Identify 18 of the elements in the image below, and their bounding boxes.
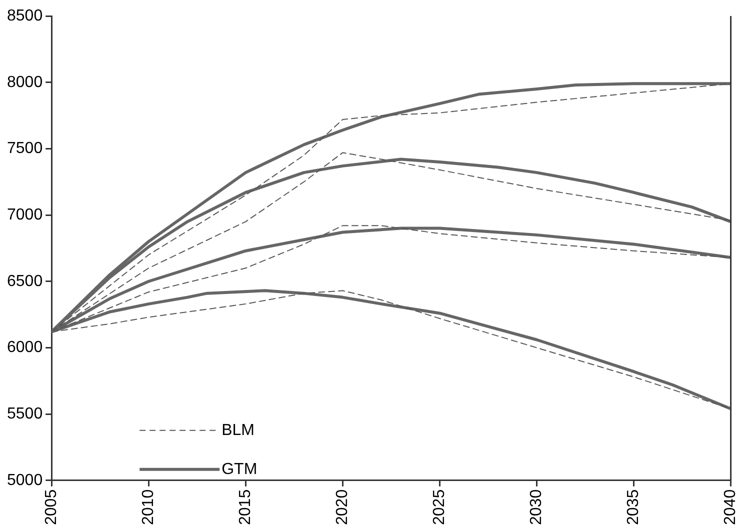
x-tick-label: 2025 <box>431 489 448 525</box>
x-tick-label: 2010 <box>140 489 158 525</box>
y-tick-label: 6500 <box>7 272 43 290</box>
y-tick-label: 6000 <box>7 339 43 356</box>
x-tick-label: 2035 <box>625 489 642 525</box>
y-tick-label: 5500 <box>7 405 43 422</box>
x-tick-label: 2015 <box>237 489 254 525</box>
y-tick-label: 7000 <box>7 206 43 224</box>
y-tick-label: 8500 <box>7 7 43 24</box>
x-tick-label: 2005 <box>43 489 60 525</box>
y-tick-label: 8000 <box>7 74 43 91</box>
x-tick-label: 2040 <box>722 489 740 525</box>
x-tick-label: 2020 <box>334 489 352 525</box>
legend-label: BLM <box>222 422 254 439</box>
x-tick-label: 2030 <box>528 489 546 525</box>
legend-label: GTM <box>222 460 258 478</box>
y-tick-label: 5000 <box>7 472 43 489</box>
y-tick-label: 7500 <box>7 140 43 158</box>
